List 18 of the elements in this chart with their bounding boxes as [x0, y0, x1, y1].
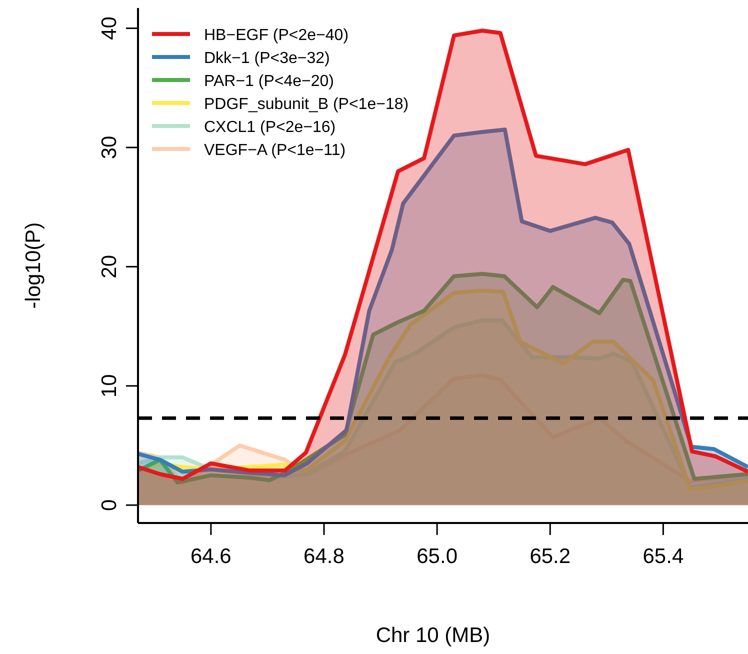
x-tick-label: 64.8 [304, 545, 344, 568]
legend-label: PDGF_subunit_B (P<1e−18) [204, 96, 409, 113]
y-tick-label: 40 [98, 16, 121, 40]
x-tick-label: 65.2 [530, 545, 571, 568]
y-axis-title: -log10(P) [22, 222, 45, 309]
y-tick-label: 20 [98, 255, 121, 278]
legend-label: HB−EGF (P<2e−40) [204, 27, 349, 44]
x-tick-label: 65.0 [416, 545, 458, 568]
legend-label: CXCL1 (P<2e−16) [204, 119, 336, 136]
y-tick-label: 30 [98, 136, 121, 160]
legend-label: Dkk−1 (P<3e−32) [204, 50, 330, 67]
x-tick-label: 65.4 [642, 545, 684, 568]
y-tick-label: 10 [98, 374, 121, 398]
y-tick-label: 0 [98, 499, 121, 511]
legend-label: VEGF−A (P<1e−11) [204, 142, 346, 159]
x-tick-label: 64.6 [190, 545, 232, 568]
legend-label: PAR−1 (P<4e−20) [204, 73, 334, 90]
x-axis-title: Chr 10 (MB) [376, 624, 490, 647]
